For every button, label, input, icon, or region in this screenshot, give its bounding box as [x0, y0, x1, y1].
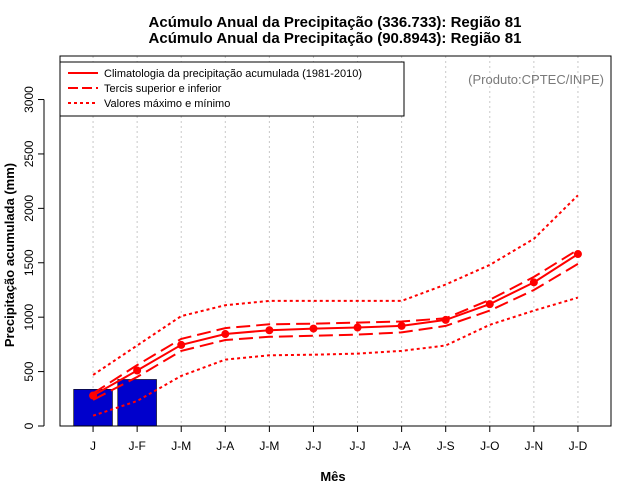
y-tick-label: 0: [22, 422, 36, 429]
climatology-point: [265, 326, 274, 335]
legend-box: [59, 61, 405, 117]
grid-lines: [92, 56, 579, 426]
y-tick-label: 1000: [22, 304, 36, 331]
series-lines: [92, 194, 579, 417]
climatology-points: [89, 250, 582, 400]
chart-titles: Acúmulo Anual da Precipitação (336.733):…: [149, 14, 522, 47]
x-tick-label: J-M: [171, 439, 191, 453]
climatology-point: [441, 315, 450, 324]
x-tick-label: J-A: [216, 439, 234, 453]
series-line-máximo: [92, 194, 579, 376]
y-tick-label: 3000: [22, 86, 36, 113]
series-line-tercil-superior: [92, 248, 579, 395]
y-axis-label: Precipitação acumulada (mm): [2, 163, 17, 347]
x-tick-label: J-N: [525, 439, 544, 453]
climatology-point: [221, 330, 230, 339]
series-line-mínimo: [92, 296, 579, 417]
climatology-point: [89, 391, 98, 400]
x-axis-label: Mês: [320, 469, 345, 484]
x-axis: J J-F J-M J-A J-M J-J J-J J-A J-S J-O J-N J-D: [90, 425, 588, 453]
series-line-climatologia: [92, 253, 579, 397]
chart-title-line-1: Acúmulo Anual da Precipitação (336.733):…: [149, 14, 522, 31]
series-line-tercil-inferior: [92, 263, 579, 401]
y-axis: 0 500 1000 1500 2000 2500 3000: [22, 86, 45, 429]
y-tick-label: 500: [22, 361, 36, 381]
x-tick-label: J: [90, 439, 96, 453]
legend-label: Tercis superior e inferior: [104, 83, 222, 95]
x-tick-label: J-D: [569, 439, 588, 453]
climatology-point: [353, 323, 362, 332]
climatology-point: [177, 340, 186, 349]
climatology-point: [397, 321, 406, 330]
legend-label: Valores máximo e mínimo: [104, 98, 230, 110]
x-tick-label: J-J: [305, 439, 321, 453]
x-tick-label: J-M: [259, 439, 279, 453]
chart-title-line-2: Acúmulo Anual da Precipitação (90.8943):…: [149, 30, 522, 47]
climatology-point: [573, 250, 582, 259]
climatology-point: [309, 324, 318, 333]
x-tick-label: J-F: [128, 439, 145, 453]
observed-bars: [73, 379, 157, 427]
climatology-point: [529, 278, 538, 287]
x-tick-label: J-J: [350, 439, 366, 453]
y-tick-label: 1500: [22, 249, 36, 276]
legend: Climatologia da precipitação acumulada (…: [59, 61, 405, 117]
observed-bar: [117, 379, 157, 427]
y-tick-label: 2000: [22, 195, 36, 222]
climatology-point: [133, 366, 142, 375]
x-tick-label: J-O: [480, 439, 499, 453]
source-note: (Produto:CPTEC/INPE): [468, 72, 604, 87]
x-tick-label: J-S: [437, 439, 455, 453]
climatology-point: [485, 300, 494, 309]
legend-label: Climatologia da precipitação acumulada (…: [104, 68, 362, 80]
x-tick-label: J-A: [393, 439, 411, 453]
y-tick-label: 2500: [22, 140, 36, 167]
